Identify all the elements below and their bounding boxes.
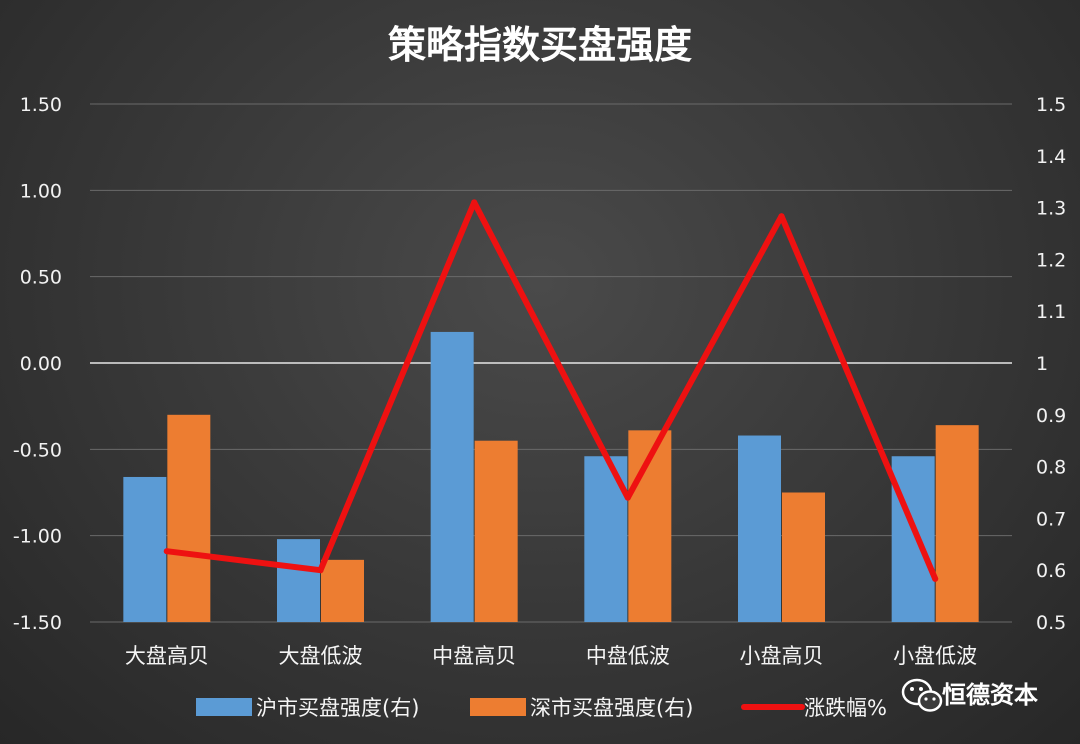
legend-label-3: 涨跌幅% bbox=[804, 696, 887, 720]
category-label: 小盘低波 bbox=[893, 644, 977, 668]
bar-sh-5 bbox=[738, 435, 781, 622]
line-point-1 bbox=[163, 548, 170, 555]
legend-label-1: 沪市买盘强度(右) bbox=[256, 696, 419, 720]
y-right-tick-label: 1.5 bbox=[1036, 94, 1066, 116]
y-left-tick-label: 1.00 bbox=[20, 180, 62, 202]
category-label: 大盘低波 bbox=[279, 644, 363, 668]
y-left-tick-label: -1.50 bbox=[13, 612, 62, 634]
line-point-5 bbox=[778, 213, 785, 220]
line-change-pct bbox=[163, 199, 939, 582]
wechat-icon bbox=[901, 678, 943, 712]
y-right-tick-label: 1.2 bbox=[1036, 249, 1066, 271]
category-label: 中盘低波 bbox=[586, 644, 670, 668]
bar-sh-6 bbox=[891, 456, 935, 622]
y-right-tick-label: 0.7 bbox=[1036, 508, 1066, 530]
watermark-text: 恒德资本 bbox=[942, 681, 1038, 709]
y-left-tick-label: -0.50 bbox=[13, 439, 62, 461]
y-left-tick-label: 0.00 bbox=[20, 353, 62, 375]
line-series bbox=[163, 199, 939, 582]
watermark: 恒德资本 bbox=[901, 678, 1038, 712]
chart-title: 策略指数买盘强度 bbox=[388, 22, 692, 67]
y-right-tick-label: 1 bbox=[1036, 353, 1048, 375]
bar-sh-3 bbox=[430, 331, 474, 622]
y-left-tick-label: 0.50 bbox=[20, 267, 62, 289]
line-point-4 bbox=[624, 494, 631, 501]
y-right-tick-label: 0.8 bbox=[1036, 457, 1066, 479]
category-label: 大盘高贝 bbox=[125, 644, 209, 668]
y-right-tick-label: 0.6 bbox=[1036, 560, 1066, 582]
y-right-tick-label: 0.9 bbox=[1036, 405, 1066, 427]
y-right-tick-label: 1.1 bbox=[1036, 301, 1066, 323]
category-label: 中盘高贝 bbox=[432, 644, 516, 668]
line-point-2 bbox=[317, 567, 324, 574]
category-axis: 大盘高贝 大盘低波 中盘高贝 中盘低波 小盘高贝 小盘低波 bbox=[125, 644, 977, 668]
bar-sz-6 bbox=[935, 425, 979, 622]
category-label: 小盘高贝 bbox=[740, 644, 824, 668]
right-axis: 1.5 1.4 1.3 1.2 1.1 1 0.9 0.8 0.7 0.6 0.5 bbox=[1036, 94, 1066, 634]
bar-sz-3 bbox=[474, 440, 518, 622]
y-right-tick-label: 0.5 bbox=[1036, 612, 1066, 634]
legend-swatch-1 bbox=[196, 698, 252, 716]
bar-series bbox=[123, 331, 979, 622]
legend-label-2: 深市买盘强度(右) bbox=[530, 696, 693, 720]
legend: 沪市买盘强度(右) 深市买盘强度(右) 涨跌幅% bbox=[196, 696, 887, 720]
line-point-3 bbox=[471, 199, 478, 206]
line-point-6 bbox=[932, 575, 939, 582]
bar-sz-1 bbox=[167, 414, 211, 622]
bar-sh-2 bbox=[277, 539, 320, 622]
y-right-tick-label: 1.4 bbox=[1036, 146, 1066, 168]
y-left-tick-label: 1.50 bbox=[20, 94, 62, 116]
y-left-tick-label: -1.00 bbox=[13, 526, 62, 548]
y-right-tick-label: 1.3 bbox=[1036, 198, 1066, 220]
legend-swatch-2 bbox=[470, 698, 526, 716]
bar-sz-5 bbox=[782, 492, 825, 622]
left-axis: 1.50 1.00 0.50 0.00 -0.50 -1.00 -1.50 bbox=[13, 94, 62, 634]
gridlines bbox=[90, 103, 1012, 623]
bar-sz-2 bbox=[321, 559, 364, 622]
bar-sh-1 bbox=[123, 476, 167, 622]
